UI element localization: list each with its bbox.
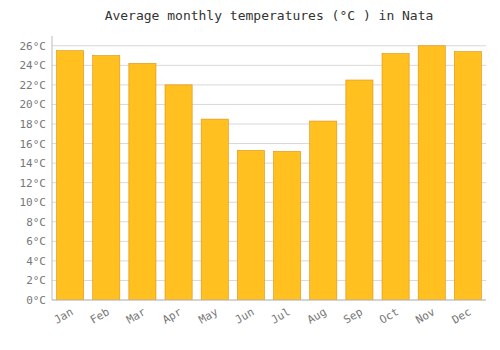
bar: [201, 119, 228, 300]
bar: [129, 63, 156, 300]
x-tick-label: Nov: [414, 305, 438, 326]
y-tick-label: 8°C: [26, 216, 46, 229]
y-tick-label: 24°C: [20, 59, 47, 72]
y-tick-label: 0°C: [26, 294, 46, 307]
y-tick-label: 14°C: [20, 157, 47, 170]
y-tick-label: 6°C: [26, 235, 46, 248]
y-tick-label: 16°C: [20, 138, 47, 151]
x-tick-label: Aug: [305, 305, 329, 326]
bar: [93, 56, 120, 300]
y-tick-label: 26°C: [20, 40, 47, 53]
x-tick-label: Jan: [52, 305, 76, 326]
x-tick-label: Feb: [88, 305, 112, 326]
bar: [382, 54, 409, 300]
bar: [165, 85, 192, 300]
x-tick-label: Jun: [233, 305, 257, 326]
bar: [274, 151, 301, 300]
x-tick-label: Mar: [124, 305, 148, 326]
x-tick-label: Jul: [269, 305, 293, 326]
y-tick-label: 2°C: [26, 274, 46, 287]
y-tick-label: 22°C: [20, 79, 47, 92]
y-axis-line: [52, 36, 53, 300]
y-tick-label: 4°C: [26, 255, 46, 268]
x-axis: Jan Feb Mar Apr May Jun Jul Aug Sep Oct Nov Dec: [52, 305, 474, 326]
x-tick-label: Oct: [377, 305, 401, 326]
bar: [346, 80, 373, 300]
bar: [57, 51, 84, 300]
grid-line: [52, 300, 486, 301]
bar: [310, 121, 337, 300]
x-tick-label: Dec: [450, 305, 474, 326]
title: Average monthly temperatures (°C ) in Na…: [105, 8, 434, 23]
x-tick-label: Sep: [341, 305, 365, 326]
x-tick-label: Apr: [160, 305, 184, 326]
x-axis-line: [52, 300, 486, 301]
bar: [237, 150, 264, 300]
y-axis: 0°C 2°C 4°C 6°C 8°C 10°C 12°C 14°C 16°C 18°C 20°C 2…: [20, 36, 487, 307]
y-tick-label: 20°C: [20, 98, 47, 111]
chart: Average monthly temperatures (°C ) in Na…: [0, 0, 500, 350]
y-tick-label: 10°C: [20, 196, 47, 209]
bar: [454, 52, 481, 300]
y-tick-label: 12°C: [20, 177, 47, 190]
y-tick-label: 18°C: [20, 118, 47, 131]
x-tick-label: May: [197, 305, 221, 326]
bars: [57, 46, 482, 300]
bar: [418, 46, 445, 300]
